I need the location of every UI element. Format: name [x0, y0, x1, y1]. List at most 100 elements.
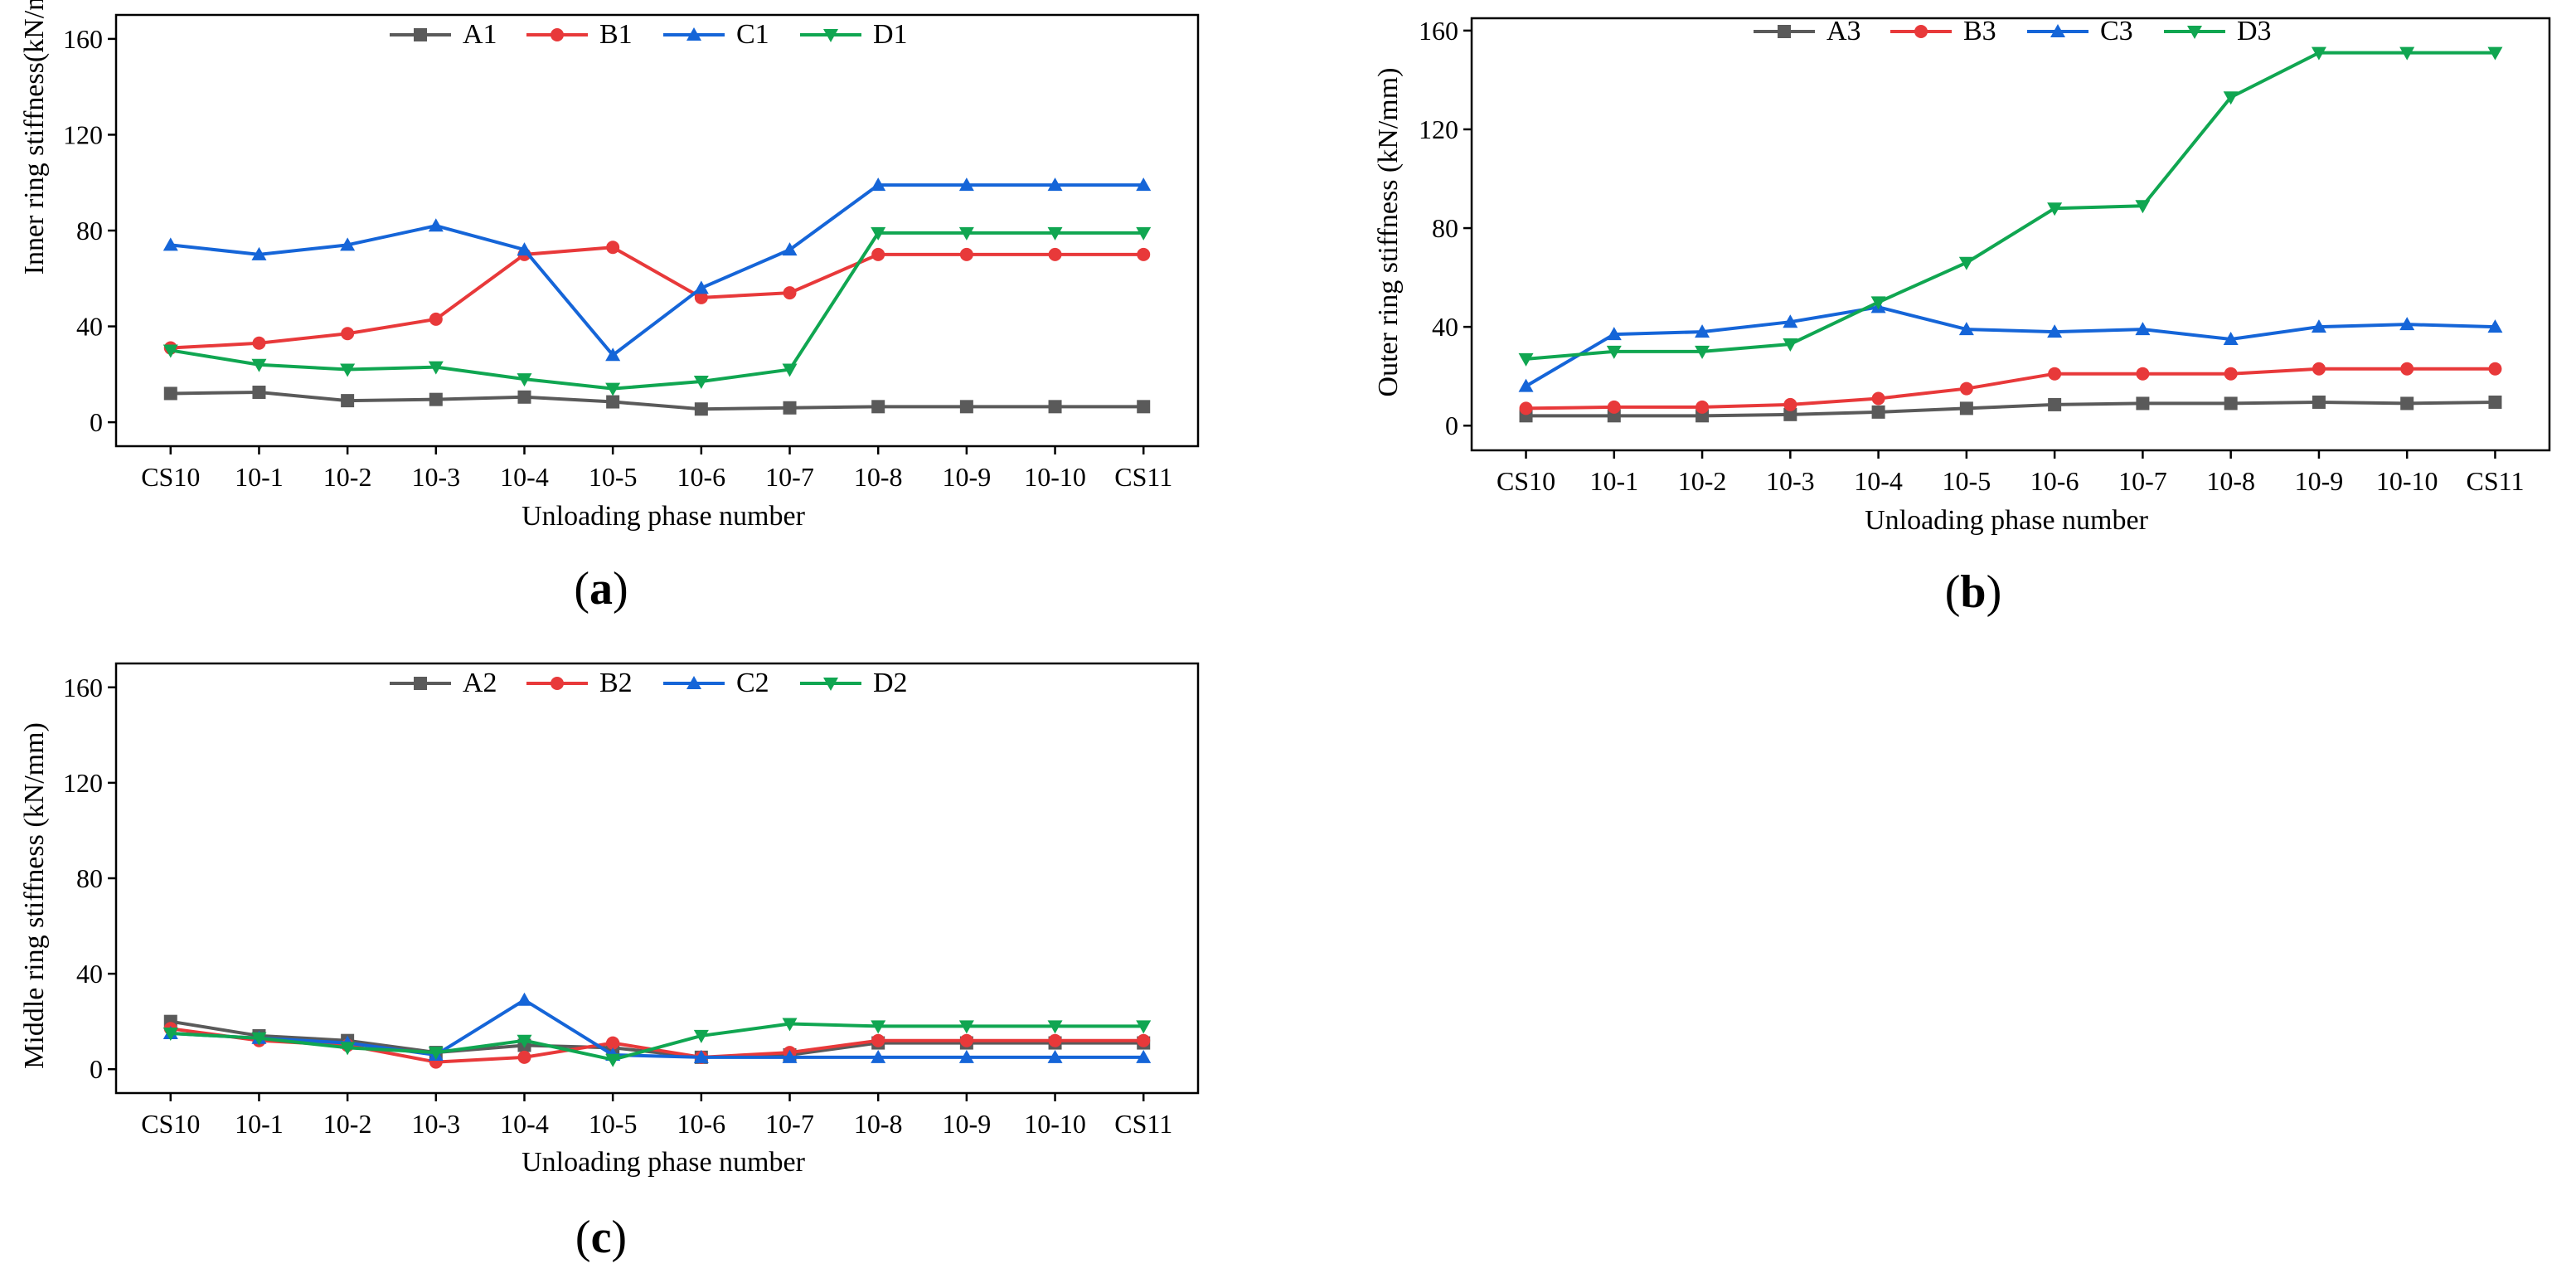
data-point-C1: [1047, 177, 1063, 192]
data-point-B3: [2224, 367, 2238, 381]
data-point-C3: [1958, 322, 1974, 336]
x-tick-label: 10-3: [411, 1109, 460, 1139]
legend-item-C2: C2: [663, 668, 769, 698]
data-point-C1: [958, 177, 974, 192]
y-tick-label: 0: [90, 407, 103, 437]
x-tick-label: 10-8: [854, 462, 903, 492]
data-point-C1: [251, 246, 267, 260]
data-point-D1: [428, 361, 444, 375]
legend-label: D2: [873, 668, 908, 698]
x-tick-label: 10-5: [589, 1109, 638, 1139]
y-tick-label: 120: [63, 119, 103, 149]
data-point-D1: [1136, 226, 1152, 241]
legend-marker: [414, 28, 427, 41]
plot-frame: [1470, 17, 2551, 452]
data-point-C2: [871, 1049, 886, 1063]
x-tick-label: CS10: [1497, 466, 1555, 496]
legend-marker: [2187, 26, 2202, 39]
legend-item-D2: D2: [800, 668, 908, 698]
panel-label: (b): [1945, 566, 2001, 618]
x-tick-label: 10-9: [943, 1109, 992, 1139]
data-point-D1: [605, 382, 621, 396]
data-point-C3: [2399, 317, 2415, 331]
legend-marker: [2050, 24, 2065, 37]
legend-label: C2: [736, 668, 769, 698]
data-point-B1: [871, 247, 885, 261]
data-point-D3: [1958, 256, 1974, 270]
x-axis-label: Unloading phase number: [522, 1147, 805, 1178]
data-point-B1: [1137, 247, 1151, 261]
legend-label: C3: [2100, 16, 2133, 46]
y-tick-label: 160: [63, 673, 103, 702]
plot-frame: [114, 13, 1200, 448]
series-line-C2: [170, 998, 1144, 1059]
y-tick-label: 80: [76, 863, 103, 893]
data-point-A3: [2312, 395, 2326, 409]
data-point-D1: [517, 373, 532, 387]
data-point-C2: [958, 1049, 974, 1063]
data-point-D2: [605, 1053, 621, 1067]
data-point-D1: [693, 376, 709, 389]
x-tick-label: 10-7: [765, 462, 814, 492]
x-tick-label: 10-2: [323, 1109, 372, 1139]
legend-item-C1: C1: [663, 19, 769, 50]
chart-panel-c: Middle ring stiffness (kN/mm) Unloading …: [0, 630, 1227, 1278]
data-point-C1: [1136, 177, 1152, 192]
data-point-B3: [1519, 401, 1533, 415]
data-point-A1: [1048, 400, 1062, 414]
x-tick-label: CS11: [1114, 1109, 1172, 1139]
data-point-D1: [163, 344, 178, 358]
data-point-D1: [871, 226, 886, 241]
data-point-B2: [517, 1050, 531, 1064]
data-point-D2: [428, 1047, 444, 1061]
x-tick-label: 10-7: [2118, 466, 2167, 496]
data-point-A3: [2136, 396, 2150, 411]
x-tick-label: 10-9: [2295, 466, 2344, 496]
x-tick-label: 10-8: [854, 1109, 903, 1139]
x-tick-label: 10-4: [500, 1109, 549, 1139]
legend-label: D1: [873, 19, 908, 50]
data-point-B2: [606, 1036, 620, 1050]
data-point-B2: [959, 1033, 973, 1047]
y-tick-label: 0: [1445, 411, 1458, 440]
data-point-A1: [252, 386, 266, 399]
y-tick-label: 0: [90, 1054, 103, 1084]
series-C1: [163, 177, 1152, 362]
series-A1: [163, 386, 1151, 416]
y-axis-label: Inner ring stiffness(kN/mm): [19, 0, 50, 275]
legend-label: A1: [463, 19, 497, 50]
data-point-A3: [2224, 396, 2238, 411]
data-point-C3: [2311, 319, 2326, 333]
series-B1: [163, 241, 1151, 355]
data-point-D1: [251, 358, 267, 372]
data-point-B3: [1696, 400, 1710, 414]
series-line-A3: [1526, 400, 2496, 418]
data-point-A1: [163, 386, 177, 401]
data-point-B1: [252, 336, 266, 350]
series-C2: [163, 992, 1152, 1063]
legend-label: B3: [1963, 16, 1996, 46]
data-point-A3: [1959, 401, 1973, 415]
data-point-A3: [1783, 407, 1797, 421]
data-point-D3: [1606, 345, 1622, 359]
data-point-B1: [694, 290, 708, 304]
data-point-B2: [871, 1033, 885, 1047]
data-point-B1: [341, 327, 355, 341]
data-point-B1: [959, 247, 973, 261]
y-tick-label: 160: [1419, 16, 1458, 46]
plot-frame: [114, 662, 1200, 1095]
legend-label: B2: [599, 668, 633, 698]
x-tick-label: 10-9: [943, 462, 992, 492]
legend-item-D1: D1: [800, 19, 908, 50]
x-tick-label: 10-6: [677, 462, 726, 492]
data-point-D2: [251, 1032, 267, 1046]
data-point-D2: [871, 1020, 886, 1034]
series-line-B3: [1526, 367, 2496, 411]
y-tick-label: 160: [63, 24, 103, 54]
series-C3: [1518, 299, 2503, 392]
x-tick-label: CS11: [2466, 466, 2524, 496]
data-point-A1: [606, 395, 620, 409]
data-point-C1: [340, 237, 356, 251]
data-point-C3: [2135, 322, 2151, 336]
x-tick-label: 10-1: [1589, 466, 1638, 496]
